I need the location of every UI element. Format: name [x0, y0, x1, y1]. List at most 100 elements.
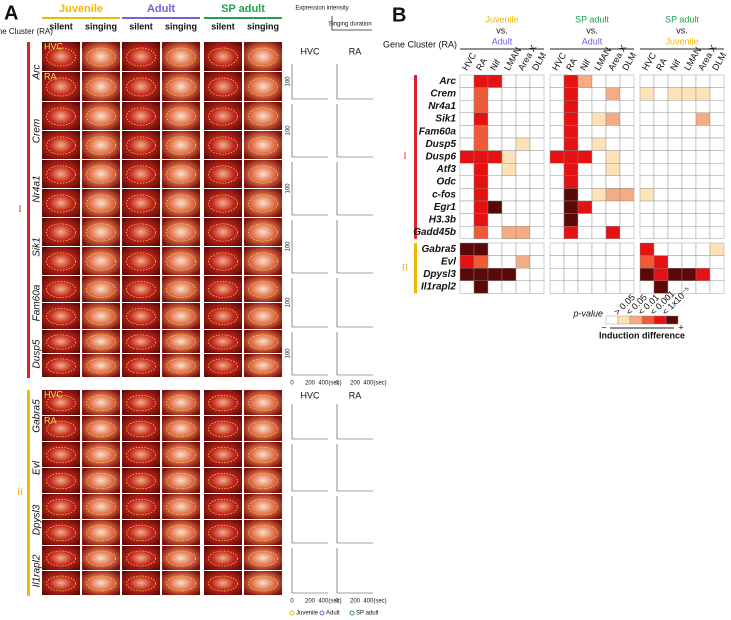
heatmap-cell — [473, 268, 489, 282]
region-outline — [248, 524, 278, 542]
heatmap-cell — [515, 188, 531, 202]
plot-x-tick: 200 — [350, 599, 361, 605]
heatmap-cell — [681, 87, 697, 101]
heatmap-cell — [501, 188, 517, 202]
micrograph — [122, 131, 160, 159]
region-outline — [86, 252, 116, 271]
heatmap-cell — [653, 74, 669, 88]
legend-swatch — [653, 315, 667, 325]
heatmap-cell — [549, 255, 565, 269]
micrograph — [82, 416, 120, 441]
region-outline — [126, 446, 156, 464]
region-outline — [166, 550, 196, 567]
micrograph — [122, 72, 160, 101]
heatmap-cell — [563, 225, 579, 239]
micrograph — [204, 42, 242, 71]
micrograph — [82, 571, 120, 595]
heatmap-cell — [591, 280, 607, 294]
micrograph — [162, 520, 200, 545]
heatmap-cell — [529, 213, 545, 227]
heatmap-cell — [653, 188, 669, 202]
region-outline — [126, 575, 156, 592]
plot-axes — [336, 496, 373, 544]
region-outline — [166, 47, 196, 67]
region-outline — [126, 394, 156, 412]
micrograph — [122, 218, 160, 246]
heatmap-cell — [549, 87, 565, 101]
heatmap-cell — [709, 112, 725, 126]
heatmap-cell — [709, 150, 725, 164]
micrograph — [244, 442, 282, 467]
region-outline — [86, 446, 116, 464]
region-outline — [208, 165, 238, 184]
region-tag: RA — [44, 415, 57, 425]
micrograph — [204, 72, 242, 101]
region-outline — [248, 252, 278, 271]
heatmap-cell — [563, 188, 579, 202]
heatmap-cell — [653, 162, 669, 176]
heatmap-cell — [549, 200, 565, 214]
heatmap-cell — [639, 280, 655, 294]
heatmap-cell — [709, 255, 725, 269]
heatmap-cell — [695, 200, 711, 214]
gene-label: Dpysl3 — [423, 269, 456, 280]
legend-swatch — [349, 610, 355, 616]
heatmap-cell — [529, 74, 545, 88]
heatmap-cell — [577, 87, 593, 101]
plot-x-tick: 0 — [290, 599, 294, 605]
axis-key: Singing duration — [328, 22, 371, 28]
micrograph — [244, 276, 282, 302]
heatmap-cell — [459, 162, 475, 176]
heatmap-cell — [605, 175, 621, 189]
heatmap-cell — [667, 112, 683, 126]
micrograph — [204, 416, 242, 441]
heatmap-cell — [577, 112, 593, 126]
heatmap-cell — [459, 225, 475, 239]
heatmap-cell — [619, 188, 635, 202]
heatmap-cell — [639, 112, 655, 126]
region-outline — [248, 77, 278, 97]
micrograph — [204, 160, 242, 188]
gene-label: Evl — [441, 257, 456, 268]
axis-key-arrow — [331, 16, 372, 31]
micrograph — [82, 276, 120, 302]
heatmap-cell — [473, 200, 489, 214]
heatmap-cell — [577, 150, 593, 164]
heatmap-cell — [709, 200, 725, 214]
cluster-header: Gene Cluster (RA) — [0, 27, 53, 36]
heatmap-cell — [459, 150, 475, 164]
heatmap-cell — [681, 74, 697, 88]
heatmap-cell — [619, 87, 635, 101]
heatmap-cell — [695, 175, 711, 189]
region-outline — [208, 575, 238, 592]
heatmap-cell — [619, 200, 635, 214]
heatmap-cell — [619, 255, 635, 269]
micrograph — [82, 390, 120, 415]
heatmap-cell — [619, 99, 635, 113]
micrograph — [122, 468, 160, 493]
cluster-bar — [414, 75, 417, 239]
heatmap-cell — [529, 255, 545, 269]
plot-axes — [336, 444, 373, 492]
heatmap-cell — [529, 150, 545, 164]
gene-label: Nr4a1 — [32, 175, 43, 202]
heatmap-cell — [459, 213, 475, 227]
micrograph — [204, 303, 242, 329]
micrograph — [204, 520, 242, 545]
legend-swatch — [289, 610, 295, 616]
heatmap-cell — [549, 162, 565, 176]
region-tag: HVC — [44, 41, 64, 51]
micrograph — [42, 218, 80, 246]
heatmap-cell — [605, 99, 621, 113]
heatmap-cell — [605, 188, 621, 202]
gene-label: Fam60a — [32, 284, 43, 321]
heatmap-cell — [605, 255, 621, 269]
heatmap-cell — [709, 280, 725, 294]
plot-axes — [291, 404, 328, 440]
heatmap-cell — [695, 213, 711, 227]
plot-x-tick: 400(sec) — [318, 381, 341, 387]
heatmap-cell — [501, 225, 517, 239]
region-outline — [86, 524, 116, 542]
comparison-vs: vs. — [586, 25, 598, 35]
condition-label: silent — [49, 21, 73, 31]
